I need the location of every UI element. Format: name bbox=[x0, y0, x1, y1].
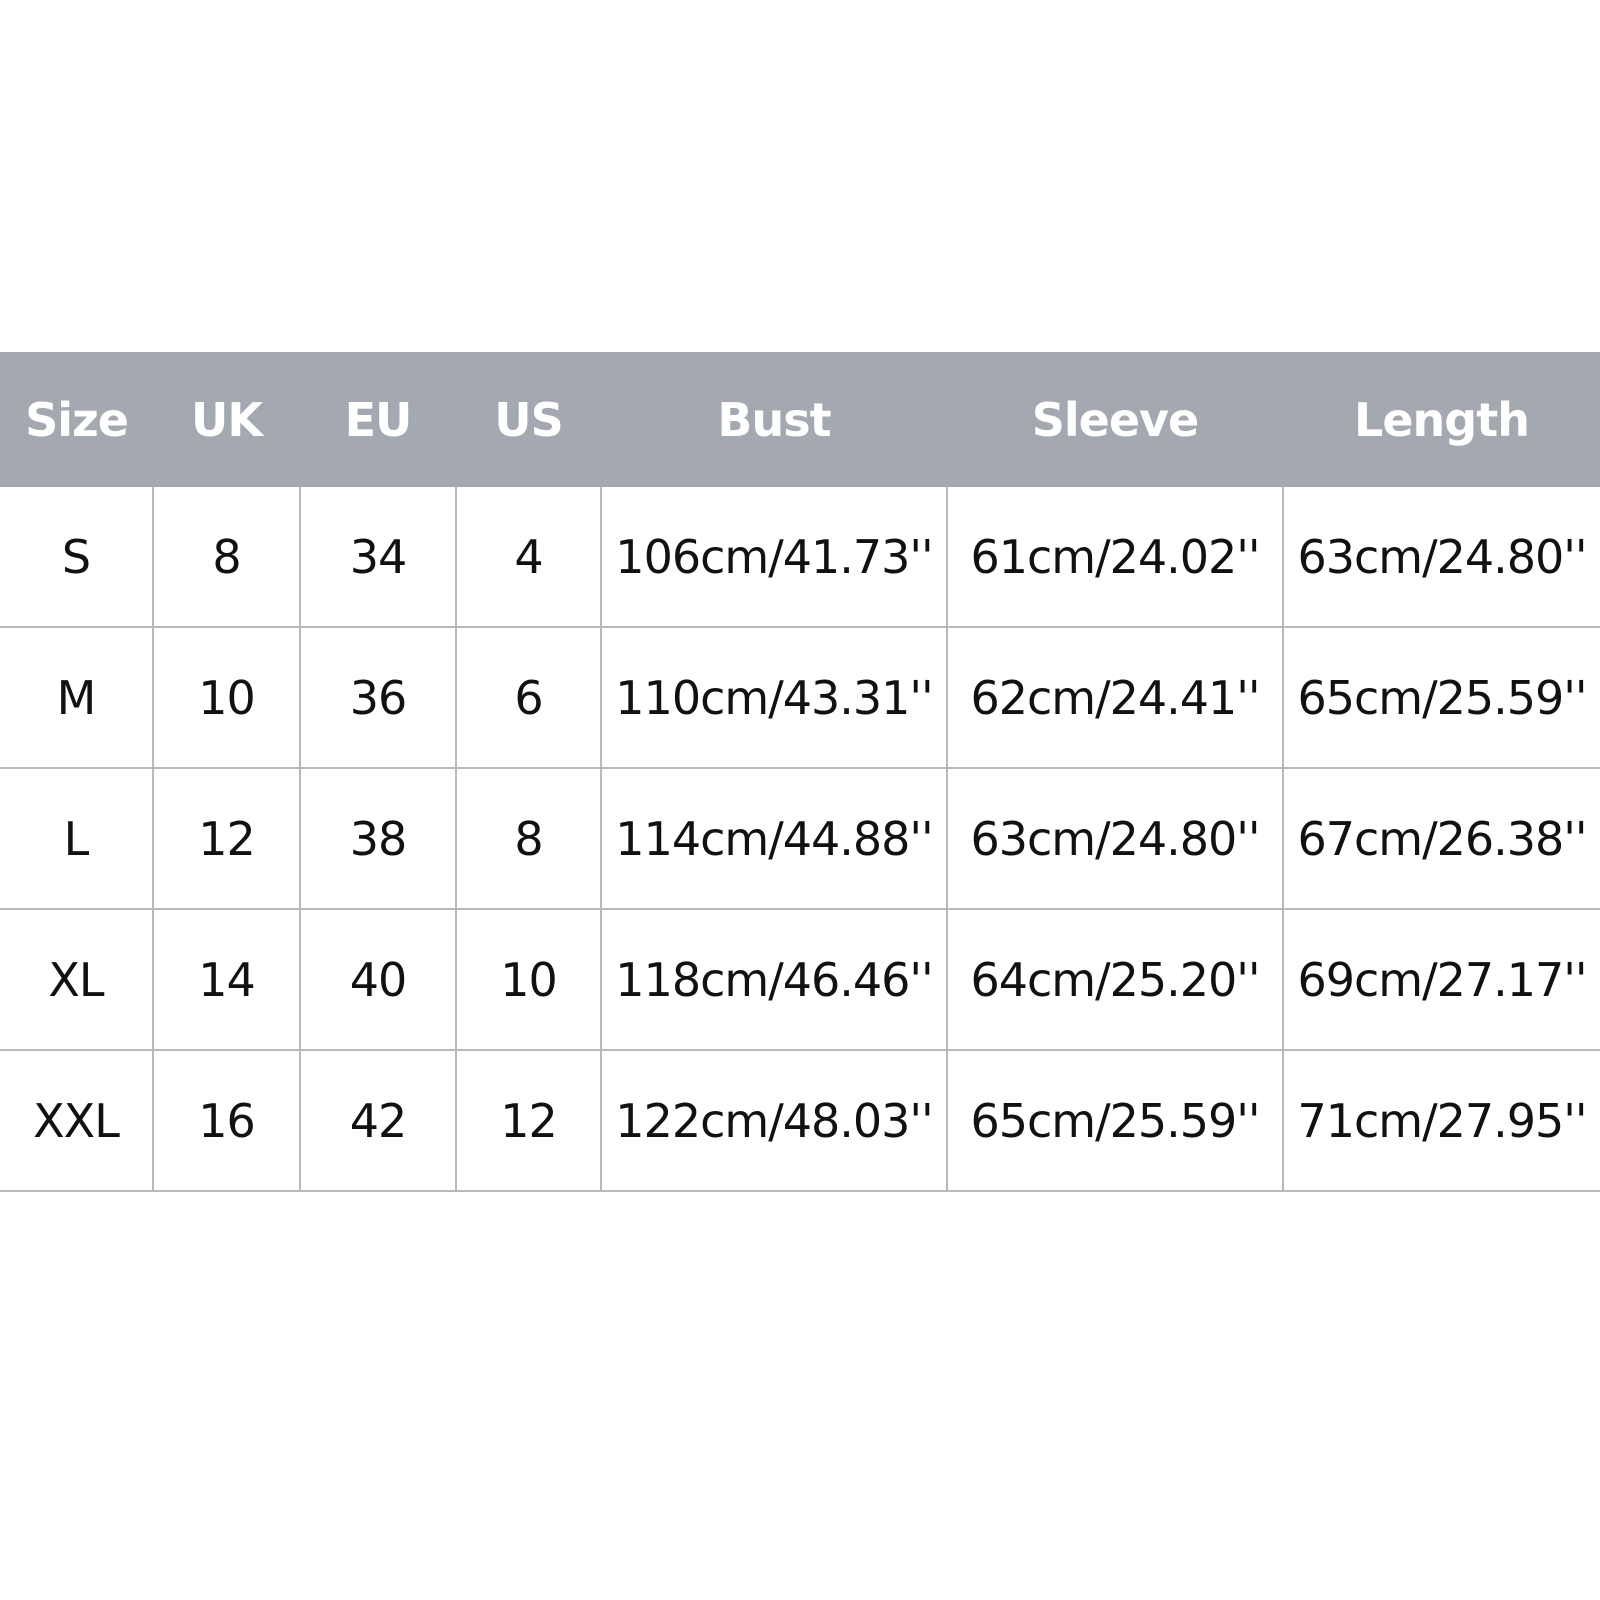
cell-eu: 42 bbox=[299, 1049, 457, 1192]
cell-uk: 12 bbox=[152, 767, 301, 910]
column-header-size: Size bbox=[0, 352, 153, 487]
cell-bust: 118cm/46.46'' bbox=[600, 908, 948, 1051]
cell-length: 67cm/26.38'' bbox=[1282, 767, 1600, 910]
cell-bust: 114cm/44.88'' bbox=[600, 767, 948, 910]
cell-uk: 8 bbox=[152, 487, 301, 628]
cell-bust: 110cm/43.31'' bbox=[600, 626, 948, 769]
column-header-bust: Bust bbox=[601, 352, 947, 487]
cell-size: XL bbox=[0, 908, 154, 1051]
cell-us: 12 bbox=[455, 1049, 602, 1192]
cell-uk: 16 bbox=[152, 1049, 301, 1192]
cell-length: 65cm/25.59'' bbox=[1282, 626, 1600, 769]
cell-sleeve: 64cm/25.20'' bbox=[946, 908, 1284, 1051]
table-row: S 8 34 4 106cm/41.73'' 61cm/24.02'' 63cm/24.80… bbox=[0, 487, 1600, 628]
cell-size: M bbox=[0, 626, 154, 769]
cell-size: L bbox=[0, 767, 154, 910]
cell-eu: 40 bbox=[299, 908, 457, 1051]
cell-uk: 14 bbox=[152, 908, 301, 1051]
cell-length: 69cm/27.17'' bbox=[1282, 908, 1600, 1051]
cell-sleeve: 62cm/24.41'' bbox=[946, 626, 1284, 769]
cell-length: 71cm/27.95'' bbox=[1282, 1049, 1600, 1192]
cell-eu: 38 bbox=[299, 767, 457, 910]
cell-size: S bbox=[0, 487, 154, 628]
cell-us: 4 bbox=[455, 487, 602, 628]
header-row: Size UK EU US Bust Sleeve Length bbox=[0, 352, 1600, 487]
column-header-us: US bbox=[456, 352, 601, 487]
column-header-sleeve: Sleeve bbox=[947, 352, 1283, 487]
cell-sleeve: 61cm/24.02'' bbox=[946, 487, 1284, 628]
cell-bust: 122cm/48.03'' bbox=[600, 1049, 948, 1192]
cell-sleeve: 63cm/24.80'' bbox=[946, 767, 1284, 910]
table-row: XL 14 40 10 118cm/46.46'' 64cm/25.20'' 69cm/27… bbox=[0, 908, 1600, 1051]
table-row: M 10 36 6 110cm/43.31'' 62cm/24.41'' 65cm/25.5… bbox=[0, 626, 1600, 769]
column-header-length: Length bbox=[1283, 352, 1600, 487]
cell-sleeve: 65cm/25.59'' bbox=[946, 1049, 1284, 1192]
cell-us: 8 bbox=[455, 767, 602, 910]
cell-us: 10 bbox=[455, 908, 602, 1051]
cell-bust: 106cm/41.73'' bbox=[600, 487, 948, 628]
cell-eu: 36 bbox=[299, 626, 457, 769]
size-chart-table: Size UK EU US Bust Sleeve Length S 8 34 4 10… bbox=[0, 352, 1600, 1192]
column-header-eu: EU bbox=[300, 352, 456, 487]
cell-size: XXL bbox=[0, 1049, 154, 1192]
column-header-uk: UK bbox=[153, 352, 300, 487]
cell-us: 6 bbox=[455, 626, 602, 769]
cell-length: 63cm/24.80'' bbox=[1282, 487, 1600, 628]
table-row: L 12 38 8 114cm/44.88'' 63cm/24.80'' 67cm/26.3… bbox=[0, 767, 1600, 910]
cell-eu: 34 bbox=[299, 487, 457, 628]
cell-uk: 10 bbox=[152, 626, 301, 769]
table-row: XXL 16 42 12 122cm/48.03'' 65cm/25.59'' 71cm/2… bbox=[0, 1049, 1600, 1192]
